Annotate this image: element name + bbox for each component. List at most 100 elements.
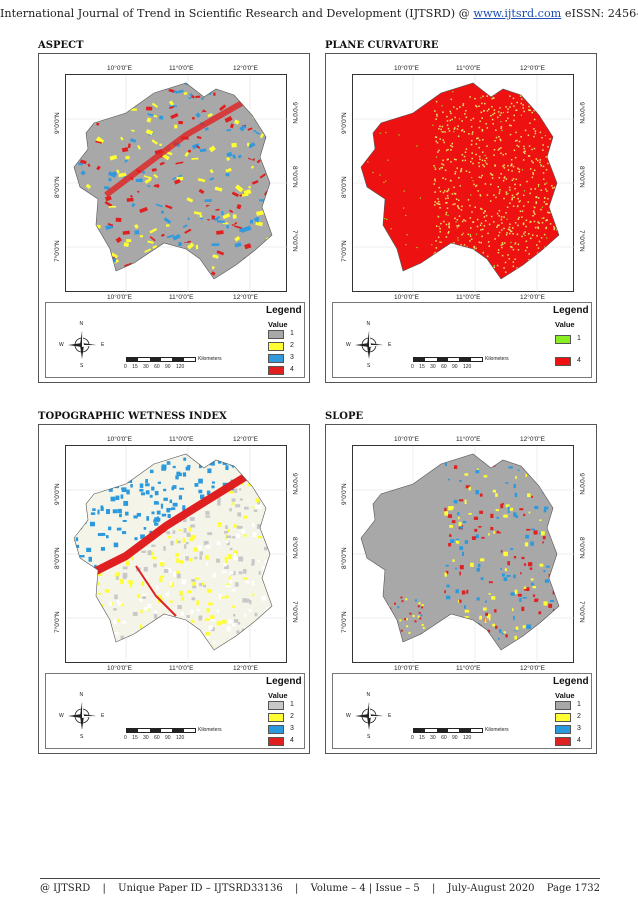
legend-swatch	[555, 335, 571, 344]
map-region	[74, 454, 272, 650]
longitude-tick-bottom: 11°0'0"E	[456, 294, 481, 301]
latitude-tick-right: 7°0'0"N	[291, 230, 298, 252]
legend-swatch	[555, 701, 571, 710]
longitude-tick-top: 12°0'0"E	[520, 65, 545, 72]
scale-numbers: 0 15 30 60 90 120	[124, 735, 185, 741]
longitude-tick-top: 12°0'0"E	[520, 436, 545, 443]
footer-sep: |	[102, 883, 106, 894]
legend-box: Legend Value 1 4 N S W E Kilometers 0 15 30 60 90…	[332, 302, 592, 378]
longitude-tick-bottom: 12°0'0"E	[233, 665, 258, 672]
legend-label: 3	[577, 725, 581, 732]
scale-unit: Kilometers	[198, 356, 222, 362]
latitude-tick-left: 9°0'0"N	[54, 483, 61, 505]
legend-swatch	[268, 354, 284, 363]
longitude-tick-bottom: 12°0'0"E	[520, 665, 545, 672]
latitude-tick-left: 8°0'0"N	[54, 547, 61, 569]
longitude-tick-top: 11°0'0"E	[456, 436, 481, 443]
legend-title: Legend	[266, 305, 302, 316]
legend-label: 4	[577, 357, 581, 364]
compass-label-s: S	[367, 363, 371, 369]
map-region	[361, 454, 559, 650]
header-issn: eISSN: 2456-6470	[564, 7, 638, 20]
legend-title: Legend	[266, 676, 302, 687]
longitude-tick-bottom: 11°0'0"E	[169, 665, 194, 672]
legend-swatch	[555, 737, 571, 746]
longitude-tick-top: 10°0'0"E	[394, 436, 419, 443]
legend-swatch	[268, 366, 284, 375]
latitude-tick-left: 9°0'0"N	[341, 112, 348, 134]
compass-rose-icon: N S W E	[59, 321, 104, 369]
footer-paper-id: Unique Paper ID – IJTSRD33136	[118, 883, 283, 894]
legend-box: Legend Value 1 2 3 4 N S W E Kilometers 0 15 30 60 …	[45, 673, 305, 749]
map-region	[361, 83, 559, 279]
legend-swatch	[268, 713, 284, 722]
footer-ijtsrd: @ IJTSRD	[40, 883, 91, 894]
legend-swatch	[555, 357, 571, 366]
latitude-tick-right: 8°0'0"N	[578, 537, 585, 559]
compass-label-e: E	[388, 342, 392, 348]
legend-label: 1	[577, 335, 581, 342]
map-region	[74, 83, 272, 279]
legend-swatch	[268, 701, 284, 710]
legend-label: 1	[290, 330, 294, 337]
legend-swatch	[268, 725, 284, 734]
legend-label: 1	[577, 701, 581, 708]
longitude-tick-top: 11°0'0"E	[456, 65, 481, 72]
legend-box: Legend Value 1 2 3 4 N S W E Kilometers 0 15 30 60 …	[332, 673, 592, 749]
longitude-tick-bottom: 10°0'0"E	[394, 294, 419, 301]
latitude-tick-right: 9°0'0"N	[291, 102, 298, 124]
journal-link[interactable]: www.ijtsrd.com	[473, 7, 562, 20]
latitude-tick-right: 7°0'0"N	[578, 601, 585, 623]
journal-header: International Journal of Trend in Scient…	[0, 7, 638, 20]
header-text: International Journal of Trend in Scient…	[0, 7, 474, 20]
latitude-tick-right: 8°0'0"N	[578, 166, 585, 188]
legend-value-heading: Value	[268, 320, 288, 329]
figure-label-plane-curvature: PLANE CURVATURE	[325, 40, 439, 51]
compass-label-w: W	[59, 342, 64, 348]
latitude-tick-right: 7°0'0"N	[291, 601, 298, 623]
scale-numbers: 0 15 30 60 90 120	[411, 364, 472, 370]
compass-label-w: W	[346, 342, 351, 348]
compass-label-w: W	[346, 713, 351, 719]
legend-swatch	[555, 713, 571, 722]
legend-label: 3	[290, 354, 294, 361]
latitude-tick-left: 9°0'0"N	[54, 112, 61, 134]
legend-value-heading: Value	[555, 320, 575, 329]
map-frame	[352, 74, 575, 293]
map-canvas	[353, 75, 575, 293]
compass-label-s: S	[80, 734, 84, 740]
legend-swatch	[555, 725, 571, 734]
longitude-tick-top: 10°0'0"E	[394, 65, 419, 72]
compass-label-w: W	[59, 713, 64, 719]
map-canvas	[66, 75, 288, 293]
legend-swatch	[268, 342, 284, 351]
longitude-tick-top: 12°0'0"E	[233, 65, 258, 72]
compass-label-s: S	[367, 734, 371, 740]
legend-box: Legend Value 1 2 3 4 N S W E Kilometers 0 15 30 60 …	[45, 302, 305, 378]
compass-label-n: N	[366, 321, 371, 327]
latitude-tick-left: 8°0'0"N	[341, 547, 348, 569]
longitude-tick-bottom: 12°0'0"E	[233, 294, 258, 301]
latitude-tick-left: 7°0'0"N	[54, 240, 61, 262]
footer-sep: |	[431, 883, 436, 894]
latitude-tick-left: 8°0'0"N	[341, 176, 348, 198]
footer-sep: |	[294, 883, 299, 894]
longitude-tick-bottom: 11°0'0"E	[169, 294, 194, 301]
compass-label-e: E	[101, 713, 105, 719]
compass-label-e: E	[388, 713, 392, 719]
compass-label-n: N	[79, 692, 84, 698]
legend-swatch	[268, 737, 284, 746]
figure-label-twi: TOPOGRAPHIC WETNESS INDEX	[38, 411, 227, 422]
legend-label: 2	[290, 342, 294, 349]
compass-label-s: S	[80, 363, 84, 369]
longitude-tick-top: 12°0'0"E	[233, 436, 258, 443]
scale-bar	[126, 357, 196, 362]
longitude-tick-bottom: 11°0'0"E	[456, 665, 481, 672]
compass-label-n: N	[79, 321, 84, 327]
map-panel-slope: 10°0'0"E 11°0'0"E 12°0'0"E 10°0'0"E 11°0'0"E…	[325, 424, 597, 754]
latitude-tick-right: 9°0'0"N	[578, 473, 585, 495]
legend-label: 2	[577, 713, 581, 720]
map-panel-plane-curvature: 10°0'0"E 11°0'0"E 12°0'0"E 10°0'0"E 11°0'0"E…	[325, 53, 597, 383]
compass-rose-icon: N S W E	[346, 321, 391, 369]
legend-label: 3	[290, 725, 294, 732]
